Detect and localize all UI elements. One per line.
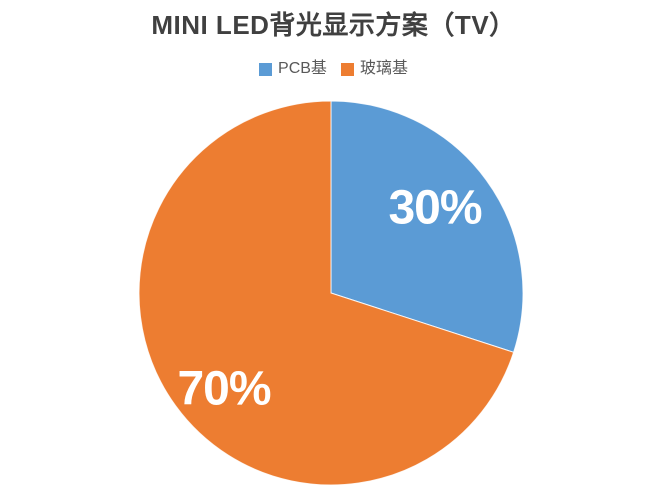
legend-item-pcb: PCB基 (259, 60, 327, 78)
pie-slice-pcb (330, 100, 524, 353)
slice-label-glass: 70% (177, 362, 271, 416)
legend-swatch-glass-icon (340, 62, 354, 76)
legend-label-glass: 玻璃基 (359, 60, 408, 77)
legend: PCB基 玻璃基 (0, 60, 667, 78)
legend-label-pcb: PCB基 (278, 60, 327, 77)
legend-item-glass: 玻璃基 (340, 60, 408, 78)
legend-swatch-pcb-icon (259, 62, 273, 76)
slice-label-pcb: 30% (388, 181, 482, 235)
chart-title: MINI LED背光显示方案（TV） (151, 10, 516, 40)
pie-slice-glass (138, 100, 515, 486)
